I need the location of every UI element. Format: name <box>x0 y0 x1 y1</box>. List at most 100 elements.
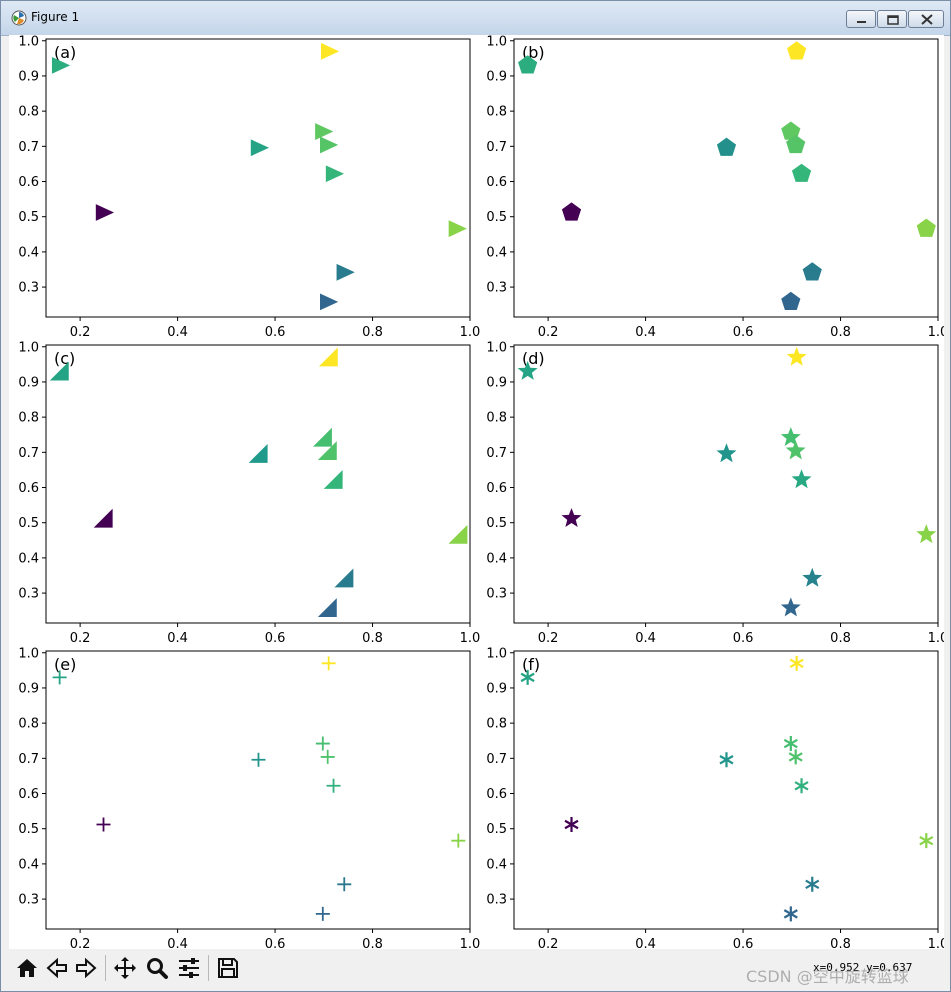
zoom-button[interactable] <box>142 953 172 983</box>
y-tick-label: 0.7 <box>18 140 39 155</box>
x-tick-label: 0.8 <box>830 325 851 340</box>
y-tick-label: 0.7 <box>18 446 39 461</box>
data-point <box>520 669 535 685</box>
x-tick-label: 0.8 <box>830 631 851 646</box>
arrow-left-icon <box>46 957 67 979</box>
data-point <box>336 263 355 281</box>
y-tick-label: 1.0 <box>18 646 39 661</box>
data-point <box>786 134 806 154</box>
y-tick-label: 0.6 <box>18 481 39 496</box>
axes-frame <box>513 344 939 624</box>
data-point <box>716 137 737 156</box>
home-button[interactable] <box>12 953 42 983</box>
y-tick-label: 1.0 <box>486 646 507 661</box>
data-point <box>448 220 467 238</box>
x-tick-label: 1.0 <box>460 937 481 949</box>
x-tick-label: 1.0 <box>928 937 944 949</box>
data-point <box>313 427 332 447</box>
data-point <box>251 752 266 767</box>
x-tick-label: 0.8 <box>362 937 383 949</box>
y-tick-label: 0.3 <box>486 281 507 296</box>
cursor-coordinates: x=0.952 y=0.637 <box>813 961 913 974</box>
panel-label: (e) <box>54 655 76 674</box>
maximize-button[interactable] <box>877 10 907 28</box>
panel-label: (f) <box>522 655 540 674</box>
data-point <box>250 139 269 157</box>
minimize-icon <box>857 21 866 23</box>
y-tick-label: 0.9 <box>18 375 39 390</box>
data-point <box>783 906 798 922</box>
x-tick-label: 0.2 <box>538 937 559 949</box>
watermark: CSDN @空中旋转篮球 <box>746 967 909 986</box>
data-point <box>719 752 734 768</box>
data-point <box>315 906 330 921</box>
data-point <box>321 656 336 671</box>
panel-label: (c) <box>54 349 75 368</box>
subplot-e: 0.2 0.4 0.6 0.8 1.0 0.3 0.4 0.5 0.6 0.7 0.8 0.9 1.0 (… <box>18 646 480 949</box>
data-point <box>320 42 340 60</box>
x-tick-label: 0.4 <box>167 937 188 949</box>
x-tick-label: 0.2 <box>70 325 91 340</box>
x-tick-label: 1.0 <box>928 631 944 646</box>
y-tick-label: 0.3 <box>18 893 39 908</box>
x-tick-label: 0.6 <box>733 937 754 949</box>
configure-subplots-button[interactable] <box>174 953 204 983</box>
data-point <box>780 427 801 447</box>
data-point <box>802 567 823 587</box>
data-point <box>320 749 335 764</box>
arrow-right-icon <box>76 957 97 979</box>
y-tick-label: 0.8 <box>486 105 507 120</box>
data-point <box>51 56 71 74</box>
x-tick-label: 0.2 <box>70 631 91 646</box>
x-tick-label: 0.6 <box>733 325 754 340</box>
axes-frame <box>45 344 471 624</box>
data-point <box>786 346 807 366</box>
save-button[interactable] <box>213 953 243 983</box>
y-tick-label: 0.4 <box>486 551 507 566</box>
data-point <box>561 507 582 527</box>
y-tick-label: 0.4 <box>18 857 39 872</box>
y-tick-label: 1.0 <box>486 35 507 49</box>
data-point <box>315 736 330 751</box>
subplot-c: 0.2 0.4 0.6 0.8 1.0 0.3 0.4 0.5 0.6 0.7 0.8 0.9 1.0 (… <box>18 340 480 646</box>
data-point <box>781 291 801 311</box>
x-tick-label: 0.2 <box>538 631 559 646</box>
pan-button[interactable] <box>110 953 140 983</box>
axes-frame <box>513 38 939 318</box>
x-tick-label: 0.8 <box>362 325 383 340</box>
y-tick-label: 0.5 <box>18 516 39 531</box>
forward-button[interactable] <box>71 953 101 983</box>
data-point <box>564 816 579 832</box>
data-point <box>315 123 334 140</box>
x-tick-label: 0.4 <box>635 325 656 340</box>
panel-label: (d) <box>522 349 545 368</box>
y-tick-label: 0.9 <box>18 681 39 696</box>
y-tick-label: 0.5 <box>486 822 507 837</box>
y-tick-label: 0.7 <box>486 752 507 767</box>
sliders-icon <box>179 958 199 978</box>
data-point <box>783 736 798 752</box>
subplot-b: 0.20.40.60.81.00.30.40.50.60.70.80.91.0(… <box>486 35 944 340</box>
minimize-button[interactable] <box>846 10 876 28</box>
figure-canvas[interactable]: 0.2 0.4 0.6 0.8 1.0 0.3 0.4 0.5 0.6 0.7 0.8 0.9 1.0 (… <box>9 35 944 949</box>
title-bar[interactable]: Figure 1 <box>1 1 950 36</box>
x-tick-label: 0.2 <box>538 325 559 340</box>
data-point <box>780 597 801 617</box>
y-tick-label: 0.5 <box>486 516 507 531</box>
data-point <box>518 55 538 74</box>
y-tick-label: 0.8 <box>486 411 507 426</box>
back-button[interactable] <box>42 953 72 983</box>
data-point <box>337 877 352 892</box>
close-button[interactable] <box>908 10 944 28</box>
data-point <box>248 443 268 463</box>
y-tick-label: 0.8 <box>18 717 39 732</box>
y-tick-label: 0.6 <box>486 175 507 190</box>
magnifier-icon <box>147 958 168 979</box>
axes-frame <box>513 650 939 930</box>
x-tick-label: 0.6 <box>265 937 286 949</box>
data-point <box>317 441 337 461</box>
subplot-f: 0.2 0.4 0.6 0.8 1.0 0.3 0.4 0.5 0.6 0.7 0.8 0.9 1.0 (… <box>486 646 944 949</box>
y-tick-label: 0.7 <box>486 446 507 461</box>
y-tick-label: 0.4 <box>486 857 507 872</box>
